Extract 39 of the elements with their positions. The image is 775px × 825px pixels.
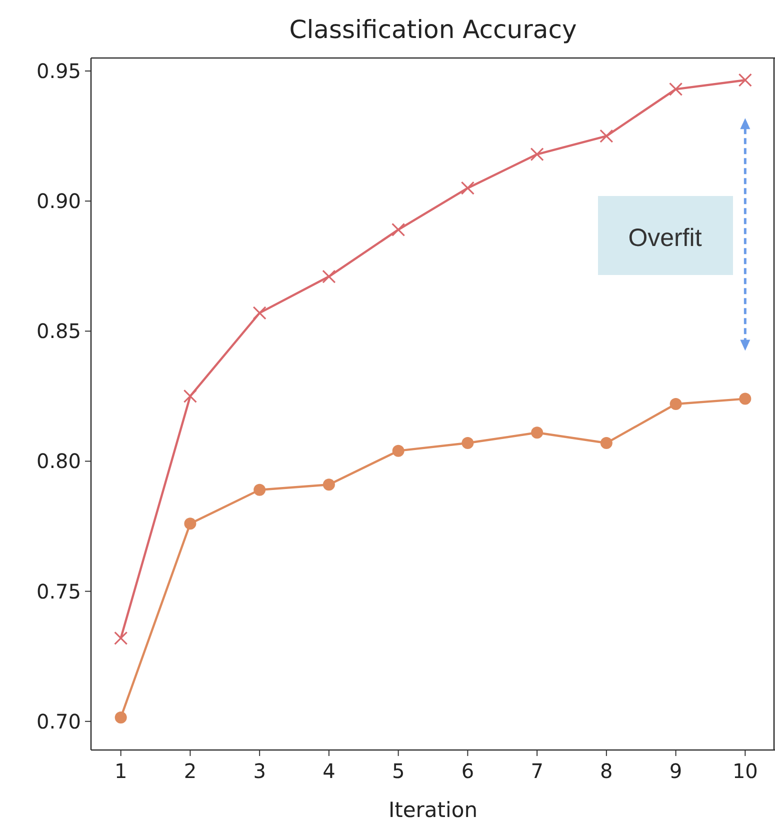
point bbox=[531, 426, 544, 439]
x-tick-label: 5 bbox=[392, 759, 405, 783]
point bbox=[254, 484, 266, 496]
point bbox=[114, 631, 128, 645]
x-axis-title: Iteration bbox=[388, 798, 478, 822]
x-tick-label: 2 bbox=[184, 759, 197, 783]
x-tick-label: 6 bbox=[461, 759, 474, 783]
x-tick-label: 3 bbox=[253, 759, 266, 783]
x-tick-label: 7 bbox=[530, 759, 544, 783]
point bbox=[669, 82, 683, 96]
point bbox=[322, 270, 336, 284]
point bbox=[600, 437, 612, 450]
point bbox=[184, 518, 196, 530]
point bbox=[114, 711, 127, 724]
point bbox=[392, 222, 406, 236]
point bbox=[183, 389, 197, 403]
y-tick-label: 0.75 bbox=[36, 579, 81, 604]
point bbox=[739, 392, 752, 405]
y-tick-label: 0.80 bbox=[36, 449, 81, 474]
y-tick-label: 0.70 bbox=[36, 709, 81, 734]
x-tick-label: 1 bbox=[114, 759, 128, 783]
point bbox=[392, 444, 404, 457]
point bbox=[738, 73, 752, 87]
x-tick-label: 9 bbox=[669, 759, 682, 783]
point bbox=[252, 306, 266, 320]
chart-title: Classification Accuracy bbox=[289, 15, 577, 44]
point bbox=[322, 478, 335, 491]
x-tick-label: 8 bbox=[600, 759, 613, 783]
x-tick-label: 10 bbox=[732, 759, 758, 783]
point bbox=[530, 147, 544, 162]
point bbox=[670, 398, 682, 410]
point bbox=[600, 129, 614, 143]
point bbox=[462, 437, 474, 450]
y-tick-label: 0.90 bbox=[36, 189, 81, 214]
y-tick-label: 0.85 bbox=[36, 319, 81, 344]
annotation: Overfit bbox=[628, 224, 702, 252]
point bbox=[460, 181, 474, 195]
y-tick-label: 0.95 bbox=[36, 59, 81, 84]
x-tick-label: 4 bbox=[322, 759, 336, 783]
